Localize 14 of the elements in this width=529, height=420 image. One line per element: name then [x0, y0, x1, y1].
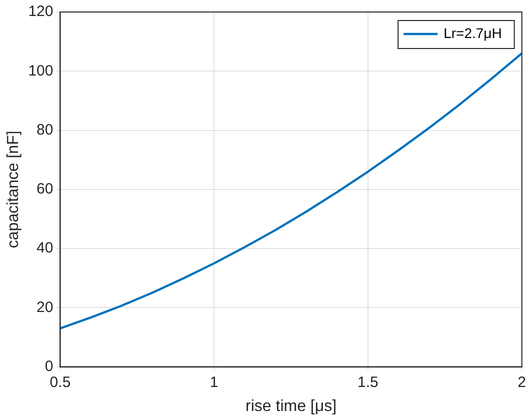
y-axis-title: capacitance [nF]	[5, 130, 22, 248]
y-tick-label: 20	[36, 298, 54, 316]
y-tick-label: 100	[28, 62, 54, 80]
y-tick-label: 80	[36, 121, 54, 138]
legend-label: Lr=2.7μH	[444, 24, 502, 41]
y-tick-label: 60	[36, 180, 54, 198]
y-tick-label: 40	[36, 240, 54, 257]
x-tick-label: 1	[210, 374, 218, 391]
y-tick-label: 120	[28, 3, 54, 20]
x-tick-label: 0.5	[50, 374, 71, 391]
x-axis-title: rise time [μs]	[246, 398, 337, 415]
x-tick-label: 2	[518, 374, 526, 391]
x-tick-label: 1.5	[358, 374, 378, 391]
y-tick-label: 0	[44, 358, 54, 375]
